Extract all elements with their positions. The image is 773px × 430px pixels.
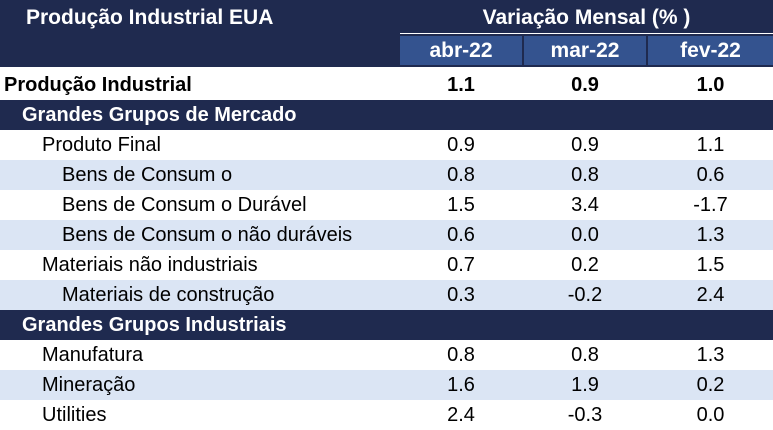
cell-fev-22: 0.6 — [696, 164, 725, 186]
row-label: Materiais não industriais — [42, 254, 258, 276]
cell-mar-22: 0.9 — [571, 74, 599, 96]
section-label: Grandes Grupos de Mercado — [22, 104, 297, 126]
cell-mar-22: 0.0 — [571, 224, 599, 246]
table-row: Manufatura 0.8 0.8 1.3 — [0, 340, 773, 370]
cell-abr-22: 1.5 — [447, 194, 475, 216]
table-row: Produto Final 0.9 0.9 1.1 — [0, 130, 773, 160]
section-label: Grandes Grupos Industriais — [22, 314, 287, 336]
cell-mar-22: 0.8 — [571, 344, 599, 366]
cell-mar-22: 3.4 — [571, 194, 599, 216]
table-row: Materiais não industriais 0.7 0.2 1.5 — [0, 250, 773, 280]
table-row: Materiais de construção 0.3 -0.2 2.4 — [0, 280, 773, 310]
cell-fev-22: 1.3 — [696, 344, 725, 366]
cell-fev-22: 1.1 — [696, 134, 725, 156]
cell-abr-22: 0.3 — [447, 284, 475, 306]
cell-fev-22: 1.0 — [696, 74, 725, 96]
cell-fev-22: 0.2 — [696, 374, 725, 396]
cell-mar-22: -0.3 — [567, 404, 603, 426]
cell-abr-22: 2.4 — [447, 404, 475, 426]
table-header: Produção Industrial EUA Variação Mensal … — [0, 0, 773, 67]
column-header-fev-22: fev-22 — [648, 36, 773, 65]
cell-abr-22: 1.1 — [447, 74, 475, 96]
row-label: Bens de Consum o Durável — [62, 194, 307, 216]
section-header-market-groups: Grandes Grupos de Mercado — [0, 100, 773, 130]
cell-abr-22: 1.6 — [447, 374, 475, 396]
table-row: Bens de Consum o não duráveis 0.6 0.0 1.… — [0, 220, 773, 250]
row-label: Bens de Consum o — [62, 164, 233, 186]
cell-fev-22: 1.3 — [696, 224, 725, 246]
cell-abr-22: 0.6 — [447, 224, 475, 246]
cell-mar-22: 0.8 — [571, 164, 599, 186]
table-row: Utilities 2.4 -0.3 0.0 — [0, 400, 773, 430]
cell-fev-22: 1.5 — [696, 254, 725, 276]
row-label: Materiais de construção — [62, 284, 275, 306]
row-label: Manufatura — [42, 344, 144, 366]
cell-abr-22: 0.9 — [447, 134, 475, 156]
cell-fev-22: 2.4 — [696, 284, 725, 306]
cell-abr-22: 0.7 — [447, 254, 475, 276]
column-header-abr-22: abr-22 — [400, 36, 522, 65]
cell-mar-22: 0.2 — [571, 254, 599, 276]
row-label: Bens de Consum o não duráveis — [62, 224, 353, 246]
cell-mar-22: 0.9 — [571, 134, 599, 156]
column-group-label: Variação Mensal (% ) — [482, 6, 691, 29]
cell-fev-22: 0.0 — [696, 404, 725, 426]
row-label: Produção Industrial — [4, 74, 192, 96]
row-label: Produto Final — [42, 134, 161, 156]
section-header-industry-groups: Grandes Grupos Industriais — [0, 310, 773, 340]
column-header-mar-22: mar-22 — [524, 36, 646, 65]
table-row: Bens de Consum o Durável 1.5 3.4 -1.7 — [0, 190, 773, 220]
table-row: Bens de Consum o 0.8 0.8 0.6 — [0, 160, 773, 190]
row-label: Utilities — [42, 404, 107, 426]
cell-abr-22: 0.8 — [447, 164, 475, 186]
cell-mar-22: 1.9 — [571, 374, 599, 396]
row-label: Mineração — [42, 374, 136, 396]
table-row: Mineração 1.6 1.9 0.2 — [0, 370, 773, 400]
cell-abr-22: 0.8 — [447, 344, 475, 366]
header-divider — [400, 33, 773, 34]
cell-mar-22: -0.2 — [567, 284, 603, 306]
table-row-total: Produção Industrial 1.1 0.9 1.0 — [0, 70, 773, 100]
cell-fev-22: -1.7 — [693, 194, 728, 216]
table-title: Produção Industrial EUA — [26, 6, 274, 29]
